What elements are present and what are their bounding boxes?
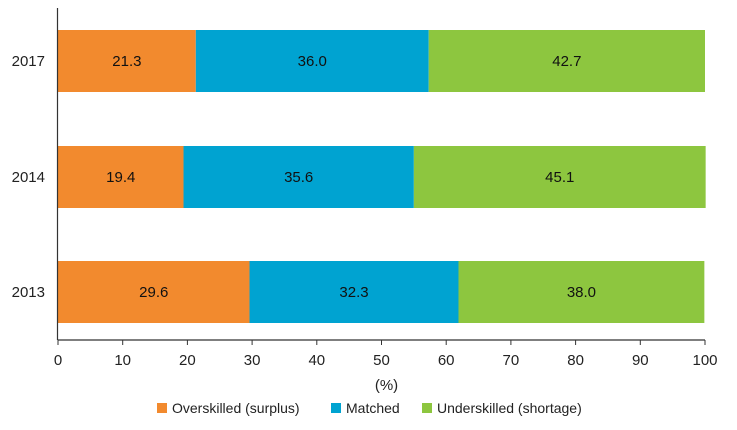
x-tick-label: 80: [567, 352, 584, 369]
x-tick-label: 60: [438, 352, 455, 369]
y-tick-label: 2014: [12, 169, 45, 186]
bar-2017-overskilled: [58, 30, 196, 92]
x-tick-label: 90: [632, 352, 649, 369]
bar-2013-matched: [249, 261, 459, 323]
x-axis-title: (%): [375, 377, 398, 394]
x-tick-label: 70: [503, 352, 520, 369]
legend-swatch: [422, 403, 432, 413]
legend-swatch: [157, 403, 167, 413]
bar-2017-matched: [195, 30, 429, 92]
legend-label: Matched: [346, 400, 400, 416]
x-tick-label: 50: [373, 352, 390, 369]
legend-swatch: [331, 403, 341, 413]
bar-2013-underskilled: [458, 261, 705, 323]
y-tick-label: 2017: [12, 53, 45, 70]
x-tick-label: 40: [308, 352, 325, 369]
bar-value-label: 36.0: [298, 53, 327, 70]
bar-2014-underskilled: [413, 146, 706, 208]
x-tick-label: 10: [114, 352, 131, 369]
legend-label: Overskilled (surplus): [172, 400, 300, 416]
axis-layer: 2017 2014 2013 0 10 20 30 40 50 60 70 80 90 100 (%): [12, 8, 718, 394]
x-tick-label: 20: [179, 352, 196, 369]
x-tick-label: 0: [54, 352, 62, 369]
bar-2014-matched: [183, 146, 414, 208]
bars-layer: 21.3 36.0 42.7 19.4 35.6 45.1 29.6 32.3 38.0: [58, 30, 706, 323]
bar-2017-underskilled: [428, 30, 705, 92]
bar-value-label: 21.3: [112, 53, 141, 70]
bar-value-label: 38.0: [567, 284, 596, 301]
bar-value-label: 32.3: [339, 284, 368, 301]
bar-value-label: 19.4: [106, 169, 135, 186]
y-tick-label: 2013: [12, 284, 45, 301]
bar-2013-overskilled: [58, 261, 250, 323]
legend-label: Underskilled (shortage): [437, 400, 582, 416]
bar-value-label: 45.1: [545, 169, 574, 186]
x-tick-label: 100: [692, 352, 717, 369]
bar-value-label: 35.6: [284, 169, 313, 186]
bar-value-label: 42.7: [552, 53, 581, 70]
bar-2014-overskilled: [58, 146, 184, 208]
bar-value-label: 29.6: [139, 284, 168, 301]
legend: Overskilled (surplus) Matched Underskilled…: [157, 400, 582, 416]
x-tick-label: 30: [244, 352, 261, 369]
